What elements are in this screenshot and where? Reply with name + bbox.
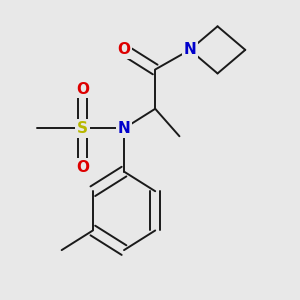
Text: N: N [118,121,130,136]
Text: O: O [76,160,89,175]
Text: O: O [118,42,130,57]
Text: O: O [76,82,89,97]
Text: N: N [184,42,196,57]
Text: S: S [77,121,88,136]
